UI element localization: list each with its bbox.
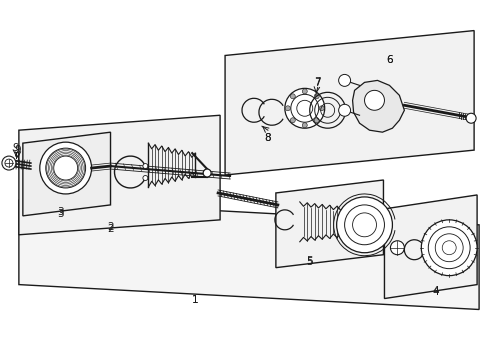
Text: 6: 6 bbox=[386, 55, 392, 66]
Circle shape bbox=[142, 163, 147, 168]
Circle shape bbox=[54, 156, 78, 180]
Circle shape bbox=[203, 169, 211, 177]
Circle shape bbox=[344, 205, 384, 245]
Text: 3: 3 bbox=[57, 207, 64, 217]
Text: 6: 6 bbox=[386, 55, 392, 66]
Text: 4: 4 bbox=[431, 287, 438, 297]
Text: 9: 9 bbox=[15, 145, 21, 155]
Circle shape bbox=[302, 89, 306, 94]
Circle shape bbox=[5, 159, 13, 167]
Text: 9: 9 bbox=[13, 143, 19, 153]
Text: 4: 4 bbox=[431, 285, 438, 296]
Circle shape bbox=[352, 213, 376, 237]
Text: 8: 8 bbox=[264, 133, 271, 143]
Circle shape bbox=[319, 106, 324, 111]
Circle shape bbox=[40, 142, 91, 194]
Circle shape bbox=[434, 234, 462, 262]
Circle shape bbox=[290, 118, 295, 123]
Circle shape bbox=[338, 104, 350, 116]
Text: 5: 5 bbox=[306, 257, 312, 267]
Circle shape bbox=[465, 113, 475, 123]
Circle shape bbox=[46, 148, 85, 188]
Circle shape bbox=[364, 90, 384, 110]
Circle shape bbox=[336, 197, 392, 253]
Polygon shape bbox=[384, 195, 476, 298]
Circle shape bbox=[421, 220, 476, 276]
Polygon shape bbox=[19, 200, 478, 310]
Text: 3: 3 bbox=[57, 209, 64, 219]
Circle shape bbox=[142, 176, 147, 180]
Text: 2: 2 bbox=[107, 222, 114, 232]
Polygon shape bbox=[224, 31, 473, 175]
Circle shape bbox=[290, 94, 318, 122]
Polygon shape bbox=[19, 115, 220, 235]
Polygon shape bbox=[275, 180, 383, 268]
Polygon shape bbox=[352, 80, 404, 132]
Circle shape bbox=[427, 227, 469, 269]
Circle shape bbox=[338, 75, 350, 86]
Text: 7: 7 bbox=[314, 77, 321, 87]
Circle shape bbox=[285, 106, 290, 111]
Text: 8: 8 bbox=[264, 133, 271, 143]
Circle shape bbox=[314, 94, 319, 99]
Text: 1: 1 bbox=[191, 294, 198, 305]
Text: 1: 1 bbox=[191, 294, 198, 305]
Circle shape bbox=[314, 118, 319, 123]
Polygon shape bbox=[23, 132, 110, 216]
Circle shape bbox=[290, 94, 295, 99]
Circle shape bbox=[2, 156, 16, 170]
Circle shape bbox=[296, 100, 312, 116]
Text: 5: 5 bbox=[306, 256, 312, 266]
Circle shape bbox=[302, 123, 306, 128]
Circle shape bbox=[389, 241, 404, 255]
Circle shape bbox=[441, 241, 455, 255]
Circle shape bbox=[285, 88, 324, 128]
Text: 2: 2 bbox=[107, 224, 114, 234]
Text: 7: 7 bbox=[314, 78, 321, 88]
